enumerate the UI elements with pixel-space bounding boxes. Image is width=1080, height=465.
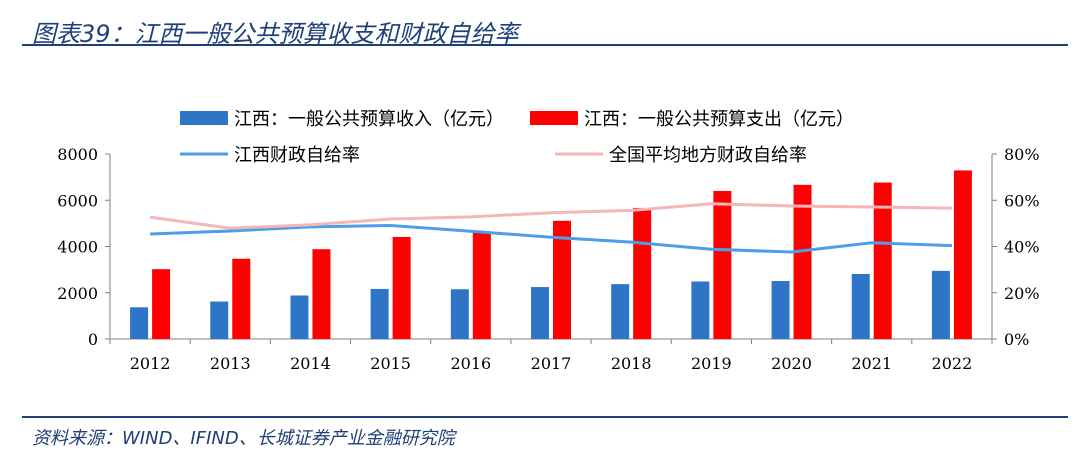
bar-revenue [771, 281, 790, 339]
legend-revenue-swatch [180, 111, 228, 125]
source-note: 资料来源：WIND、IFIND、长城证券产业金融研究院 [32, 428, 455, 449]
line-national-self-sufficiency [149, 202, 952, 230]
y-right-tick-label: 40% [1004, 238, 1040, 257]
x-tick-label: 2015 [370, 354, 411, 373]
bar-expenditure [793, 184, 812, 339]
bar-expenditure [312, 249, 331, 339]
figure-header: 图表39：江西一般公共预算收支和财政自给率 [22, 8, 1068, 48]
y-left-tick-label: 8000 [57, 145, 98, 164]
x-tick-label: 2022 [932, 354, 973, 373]
legend-jiangxi-rate-label: 江西财政自给率 [234, 145, 360, 166]
bar-expenditure [873, 182, 892, 339]
bar-expenditure [553, 220, 571, 339]
x-tick-label: 2014 [290, 354, 331, 373]
bar-revenue [370, 288, 389, 339]
bar-revenue [691, 281, 710, 339]
bar-expenditure [392, 236, 411, 339]
x-tick-label: 2012 [130, 354, 171, 373]
bar-revenue [450, 289, 469, 339]
bar-revenue [531, 287, 549, 339]
legend-expenditure-label: 江西：一般公共预算支出（亿元） [584, 109, 854, 130]
y-right-tick-label: 60% [1004, 191, 1040, 210]
bar-expenditure [953, 170, 972, 339]
figure-footer: 资料来源：WIND、IFIND、长城证券产业金融研究院 [22, 416, 1068, 449]
x-tick-label: 2016 [450, 354, 491, 373]
bar-expenditure [633, 207, 652, 339]
y-right-tick-label: 80% [1004, 145, 1040, 164]
legend-revenue-label: 江西：一般公共预算收入（亿元） [234, 109, 504, 130]
bar-revenue [130, 307, 149, 339]
y-left-tick-label: 6000 [57, 191, 98, 210]
bar-revenue [290, 295, 309, 339]
y-right-tick-label: 0% [1004, 330, 1029, 349]
line-jiangxi-self-sufficiency [150, 223, 952, 254]
bar-revenue [611, 284, 630, 339]
x-tick-label: 2017 [531, 354, 572, 373]
y-right-tick-label: 20% [1004, 284, 1040, 303]
x-tick-label: 2020 [771, 354, 812, 373]
y-left-tick-label: 2000 [57, 284, 98, 303]
y-left-tick-label: 0 [88, 330, 98, 349]
x-tick-label: 2013 [210, 354, 251, 373]
bar-expenditure [152, 269, 171, 339]
bar-expenditure [713, 190, 732, 339]
bar-expenditure [232, 258, 251, 339]
x-tick-label: 2019 [691, 354, 732, 373]
bar-revenue [210, 301, 229, 339]
legend-national-rate-label: 全国平均地方财政自给率 [609, 145, 807, 166]
bar-revenue [931, 270, 950, 339]
x-tick-label: 2021 [851, 354, 892, 373]
bar-expenditure [472, 232, 491, 339]
y-left-tick-label: 4000 [57, 238, 98, 257]
bar-revenue [851, 273, 870, 339]
x-tick-label: 2018 [611, 354, 652, 373]
legend-expenditure-swatch [530, 111, 578, 125]
figure-title: 图表39：江西一般公共预算收支和财政自给率 [32, 20, 519, 48]
